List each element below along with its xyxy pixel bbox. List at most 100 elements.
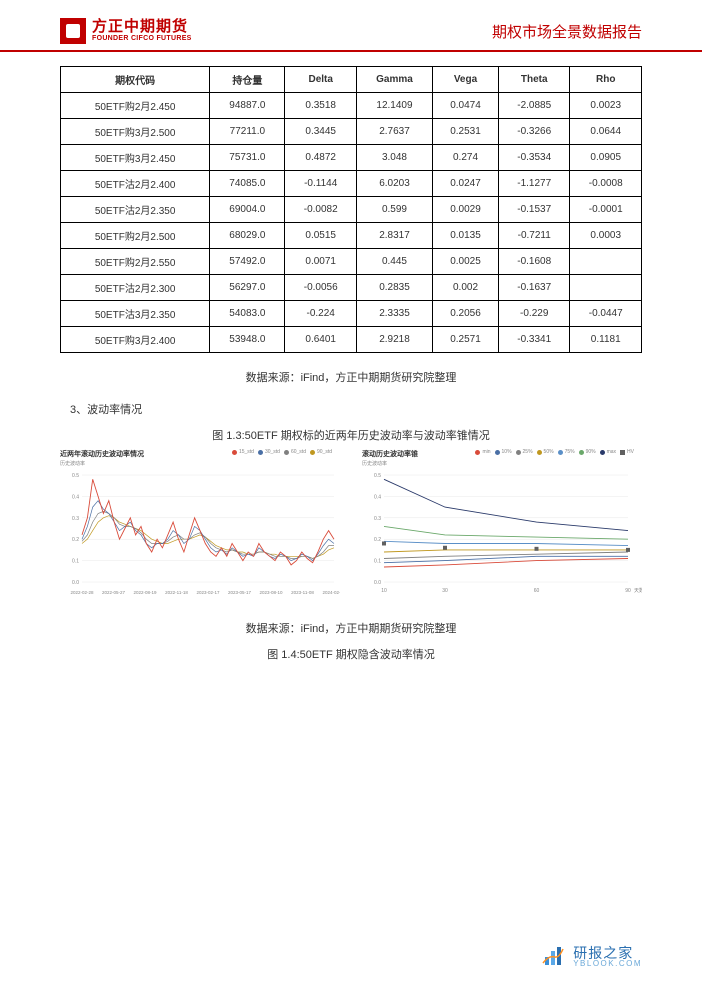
table-cell: -0.7211 [498,223,569,249]
table-header-cell: Theta [498,67,569,93]
table-cell: 0.0644 [570,119,642,145]
svg-text:2024-02-01: 2024-02-01 [322,590,340,595]
table-cell: 0.0474 [433,93,499,119]
svg-text:0.2: 0.2 [72,537,79,543]
svg-text:0.3: 0.3 [374,516,381,522]
legend-item: 90% [579,449,596,455]
table-cell: 50ETF购3月2.500 [61,119,210,145]
table-row: 50ETF购2月2.45094887.00.351812.14090.0474-… [61,93,642,119]
table-cell: 3.048 [356,145,432,171]
watermark-icon [541,945,565,969]
svg-text:0.0: 0.0 [374,580,381,586]
table-row: 50ETF购2月2.55057492.00.00710.4450.0025-0.… [61,249,642,275]
table-cell: -0.1608 [498,249,569,275]
table-cell: 94887.0 [210,93,285,119]
chart-left-svg: 0.00.10.20.30.40.52022-02-282022-05-2720… [60,467,340,602]
table-cell: 6.0203 [356,171,432,197]
table-cell: 0.2571 [433,327,499,353]
legend-item: min [475,449,490,455]
chart-left-historical-vol: 近两年滚动历史波动率情况 历史波动率 15_std30_std60_std90_… [60,449,340,604]
table-cell: -0.224 [285,301,356,327]
logo-icon [60,18,86,44]
table-cell: -0.3341 [498,327,569,353]
svg-text:0.3: 0.3 [72,516,79,522]
legend-item: 60_std [284,449,306,455]
table-header-cell: Rho [570,67,642,93]
table-cell: 0.2056 [433,301,499,327]
table-cell: 2.9218 [356,327,432,353]
table-cell: -1.1277 [498,171,569,197]
table-cell: 0.6401 [285,327,356,353]
figure-1-3-caption: 图 1.3:50ETF 期权标的近两年历史波动率与波动率锥情况 [60,427,642,443]
table-header-cell: Gamma [356,67,432,93]
table-cell: 50ETF沽3月2.350 [61,301,210,327]
svg-text:0.0: 0.0 [72,580,79,586]
table-source: 数据来源：iFind，方正中期期货研究院整理 [60,369,642,385]
table-cell: 69004.0 [210,197,285,223]
table-cell: 2.3335 [356,301,432,327]
table-cell: 0.002 [433,275,499,301]
chart-left-ysub: 历史波动率 [60,460,340,467]
logo-text-en: FOUNDER CIFCO FUTURES [92,35,192,43]
section-label: 3、波动率情况 [70,401,642,417]
svg-text:2023-05-17: 2023-05-17 [228,590,252,595]
legend-item: 90_std [310,449,332,455]
svg-text:2022-05-27: 2022-05-27 [102,590,126,595]
table-cell: 75731.0 [210,145,285,171]
svg-text:2023-08-10: 2023-08-10 [259,590,283,595]
chart-right-ysub: 历史波动率 [362,460,642,467]
table-cell: 50ETF购3月2.400 [61,327,210,353]
svg-text:2022-11-18: 2022-11-18 [165,590,188,595]
table-cell: 0.599 [356,197,432,223]
table-cell: 0.0029 [433,197,499,223]
table-row: 50ETF沽2月2.40074085.0-0.11446.02030.0247-… [61,171,642,197]
table-cell: 77211.0 [210,119,285,145]
table-cell: 0.3445 [285,119,356,145]
table-cell: 2.7637 [356,119,432,145]
table-row: 50ETF购3月2.50077211.00.34452.76370.2531-0… [61,119,642,145]
svg-text:2023-02-17: 2023-02-17 [196,590,220,595]
svg-text:天数: 天数 [634,587,642,594]
table-row: 50ETF购3月2.45075731.00.48723.0480.274-0.3… [61,145,642,171]
table-cell: 50ETF购2月2.500 [61,223,210,249]
svg-text:0.2: 0.2 [374,537,381,543]
table-cell: -0.3534 [498,145,569,171]
table-cell: 54083.0 [210,301,285,327]
table-cell: 50ETF沽2月2.400 [61,171,210,197]
table-cell: 0.0071 [285,249,356,275]
table-header-cell: Delta [285,67,356,93]
svg-text:2022-02-28: 2022-02-28 [70,590,94,595]
chart-left-legend: 15_std30_std60_std90_std [232,449,332,455]
table-row: 50ETF沽3月2.35054083.0-0.2242.33350.2056 -0… [61,301,642,327]
table-cell [570,249,642,275]
table-cell: 50ETF购2月2.550 [61,249,210,275]
table-cell: -2.0885 [498,93,569,119]
watermark-cn: 研报之家 [573,946,642,960]
table-cell [570,275,642,301]
legend-item: max [600,449,616,455]
legend-item: 30_std [258,449,280,455]
table-cell: 0.445 [356,249,432,275]
table-cell: 0.0025 [433,249,499,275]
charts-source: 数据来源：iFind，方正中期期货研究院整理 [60,620,642,636]
table-cell: 57492.0 [210,249,285,275]
table-cell: 0.274 [433,145,499,171]
charts-row: 近两年滚动历史波动率情况 历史波动率 15_std30_std60_std90_… [60,449,642,604]
table-row: 50ETF购3月2.40053948.00.64012.92180.2571-0… [61,327,642,353]
svg-text:2022-08-19: 2022-08-19 [133,590,157,595]
chart-right-vol-cone: 滚动历史波动率锥 历史波动率 min10%25%50%75%90%maxHV 0… [362,449,642,604]
table-cell: 0.0135 [433,223,499,249]
table-cell: 50ETF购2月2.450 [61,93,210,119]
table-cell: 0.4872 [285,145,356,171]
table-cell: 2.8317 [356,223,432,249]
table-cell: -0.0447 [570,301,642,327]
watermark-en: YBLOOK.COM [573,960,642,968]
table-cell: 50ETF沽2月2.300 [61,275,210,301]
report-title: 期权市场全景数据报告 [492,21,642,42]
legend-item: 75% [558,449,575,455]
svg-text:0.1: 0.1 [374,559,381,565]
legend-item: HV [620,449,634,455]
table-cell: -0.1144 [285,171,356,197]
table-cell: 50ETF沽2月2.350 [61,197,210,223]
table-cell: -0.1537 [498,197,569,223]
